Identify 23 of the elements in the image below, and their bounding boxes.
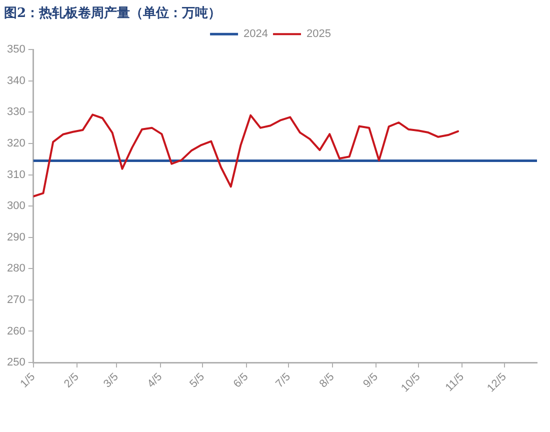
x-tick-label: 8/5 [317,370,337,390]
x-tick-label: 2/5 [62,370,82,390]
x-tick-label: 4/5 [145,370,165,390]
y-tick-label: 250 [6,356,26,369]
y-tick-label: 280 [6,262,26,275]
y-tick-label: 340 [6,74,26,87]
x-tick-label: 7/5 [274,370,293,390]
y-tick-label: 270 [6,294,26,306]
x-tick-label: 5/5 [188,370,207,390]
x-tick-label: 9/5 [361,370,380,390]
y-tick-label: 290 [6,231,26,244]
x-tick-label: 3/5 [102,370,121,390]
y-tick-label: 300 [6,200,26,212]
y-tick-label: 330 [6,106,26,118]
legend-label: 2025 [306,28,331,40]
x-tick-label: 6/5 [231,370,251,390]
y-tick-label: 320 [6,138,26,150]
y-tick-label: 310 [6,168,26,181]
x-tick-label: 1/5 [18,370,38,390]
chart-title: 图2：热轧板卷周产量（单位：万吨） [4,5,222,22]
legend-label: 2024 [244,28,268,40]
y-tick-label: 350 [6,44,26,56]
y-tick-label: 260 [6,325,26,338]
